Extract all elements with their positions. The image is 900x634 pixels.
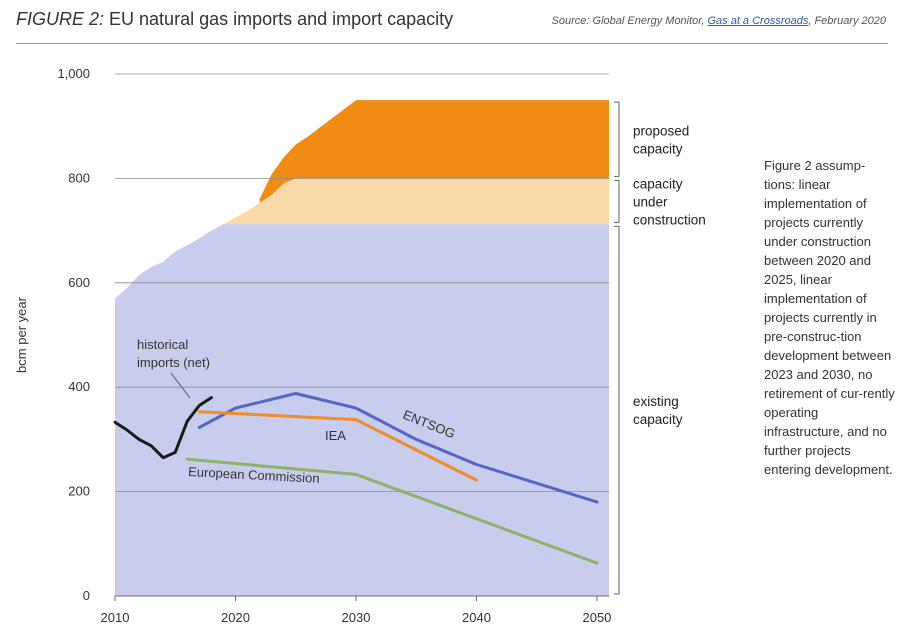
y-tick-label: 0	[83, 588, 90, 603]
figure-title-text: EU natural gas imports and import capaci…	[109, 9, 454, 29]
x-tick-label: 2010	[101, 610, 130, 625]
capacity-areas	[115, 100, 609, 597]
y-tick-label: 800	[68, 170, 90, 185]
historical-imports-label: imports (net)	[137, 355, 210, 370]
existing-bracket-label: capacity	[633, 412, 683, 427]
proposed-capacity-area	[259, 100, 609, 203]
assumptions-note: Figure 2 assump-tions: linear implementa…	[764, 158, 895, 477]
proposed-bracket-label: proposed	[633, 123, 689, 138]
x-tick-label: 2030	[342, 610, 371, 625]
european-commission-label: European Commission	[188, 464, 320, 486]
y-tick-label: 1,000	[57, 66, 90, 81]
y-tick-label: 200	[68, 484, 90, 499]
figure-header: FIGURE 2: EU natural gas imports and imp…	[0, 0, 900, 44]
x-tick-labels: 2010 2020 2030 2040 2050	[101, 596, 611, 625]
under-construction-bracket-label: capacity	[633, 176, 683, 191]
existing-bracket-label: existing	[633, 394, 679, 409]
grid	[115, 73, 609, 597]
source-link[interactable]: Gas at a Crossroads	[707, 15, 809, 27]
source-suffix: , February 2020	[808, 15, 886, 27]
under-construction-bracket-label: under	[633, 194, 668, 209]
under-construction-bracket	[614, 179, 620, 223]
y-tick-label: 600	[68, 275, 90, 290]
entsog-line	[197, 392, 599, 504]
figure-number: FIGURE 2:	[16, 9, 105, 29]
existing-bracket	[614, 225, 620, 595]
source-prefix: Source: Global Energy Monitor,	[551, 15, 708, 27]
y-tick-labels: 0 200 400 600 800 1,000	[57, 66, 90, 603]
header-divider	[16, 43, 888, 44]
under-construction-capacity-area	[223, 178, 609, 225]
x-tick-label: 2020	[221, 610, 250, 625]
x-tick-label: 2040	[462, 610, 491, 625]
capacity-brackets: proposed capacity capacity under constructio…	[614, 101, 706, 595]
european-commission-line	[185, 457, 599, 565]
historical-imports-label: historical	[137, 337, 188, 352]
series-lines	[113, 392, 599, 565]
proposed-bracket-label: capacity	[633, 141, 683, 156]
x-tick-label: 2050	[582, 610, 611, 625]
figure-source: Source: Global Energy Monitor, Gas at a …	[552, 15, 886, 27]
historical-imports-net-line	[113, 396, 213, 460]
historical-imports-leader	[170, 372, 191, 399]
y-axis-label: bcm per year	[14, 296, 29, 373]
under-construction-bracket-label: construction	[633, 212, 706, 227]
y-tick-label: 400	[68, 379, 90, 394]
proposed-bracket	[614, 101, 620, 177]
iea-label: IEA	[325, 428, 346, 443]
iea-line	[197, 410, 478, 482]
figure-title: FIGURE 2: EU natural gas imports and imp…	[16, 9, 453, 30]
